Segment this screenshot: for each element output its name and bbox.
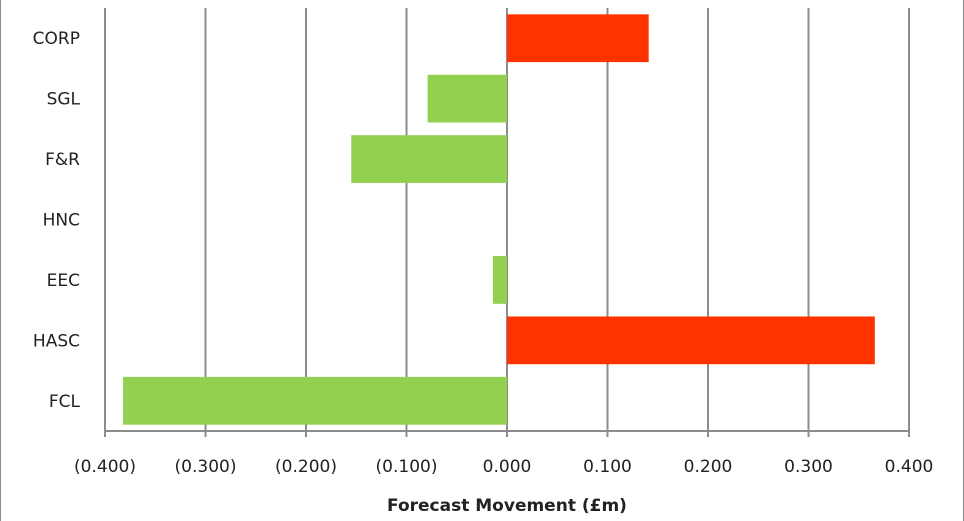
category-label: FCL — [49, 392, 81, 412]
bar-hasc — [507, 316, 875, 365]
category-label: CORP — [33, 29, 80, 49]
category-label: EEC — [47, 271, 80, 291]
x-tick-label: (0.400) — [74, 457, 136, 477]
category-label: SGL — [47, 90, 81, 110]
gridlines — [104, 8, 910, 431]
x-tick-label: 0.000 — [483, 457, 532, 477]
x-tick-label: 0.300 — [784, 457, 833, 477]
x-tick-label: 0.200 — [684, 457, 733, 477]
x-axis-title: Forecast Movement (£m) — [387, 496, 627, 516]
category-label: HASC — [33, 331, 80, 351]
x-tick-label: (0.300) — [175, 457, 237, 477]
axes — [104, 430, 910, 437]
x-tick-label: 0.400 — [885, 457, 934, 477]
bar-f-r — [351, 135, 507, 183]
category-label: HNC — [43, 211, 80, 231]
x-tick-label: (0.200) — [275, 457, 337, 477]
bar-sgl — [427, 74, 507, 123]
bar-corp — [507, 14, 649, 63]
x-tick-label: (0.100) — [376, 457, 438, 477]
bars — [123, 14, 875, 425]
bar-eec — [492, 256, 507, 304]
x-tick-label: 0.100 — [583, 457, 632, 477]
labels: (0.400) (0.300) (0.200) (0.100) 0.000 0.100 0.… — [33, 29, 934, 477]
bar-fcl — [123, 376, 507, 425]
category-label: F&R — [45, 150, 80, 170]
